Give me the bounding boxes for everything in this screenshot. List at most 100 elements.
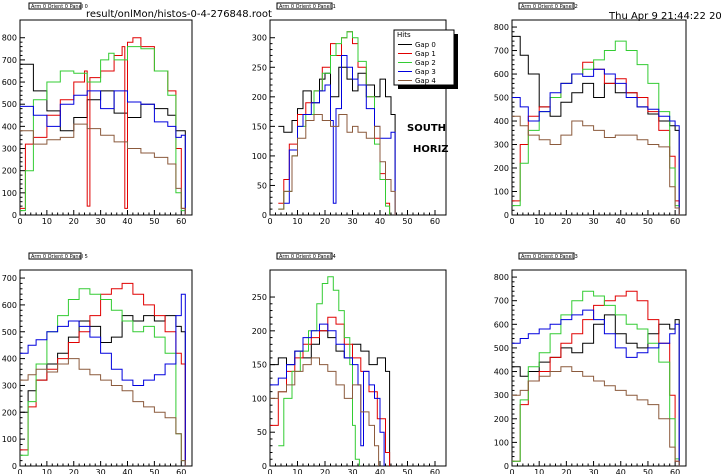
y-tick-label: 250 — [252, 293, 267, 302]
x-tick-label: 30 — [588, 468, 598, 474]
y-tick-label: 100 — [2, 435, 17, 444]
x-tick-label: 40 — [375, 468, 385, 474]
y-tick-label: 800 — [2, 34, 17, 43]
series-gap-3 — [512, 309, 680, 466]
y-tick-label: 700 — [2, 274, 17, 283]
x-tick-label: 0 — [267, 217, 272, 226]
panel-title-box — [28, 2, 82, 10]
y-tick-label: 400 — [2, 355, 17, 364]
series-group — [278, 31, 396, 215]
series-gap-2 — [20, 46, 186, 215]
y-tick-label: 400 — [494, 117, 509, 126]
y-tick-label: 300 — [494, 141, 509, 150]
y-tick-label: 200 — [494, 164, 509, 173]
series-gap-2 — [512, 40, 680, 215]
legend-box — [393, 29, 455, 86]
plot-frame — [511, 269, 687, 467]
file-label: result/onlMon/histos-0-4-276848.root — [86, 9, 272, 20]
x-tick-label: 60 — [670, 468, 680, 474]
y-tick-label: 0 — [12, 462, 17, 471]
x-tick-label: 20 — [69, 217, 79, 226]
panel-title-box — [28, 252, 82, 260]
y-tick-label: 800 — [494, 23, 509, 32]
panels: Arm 0 Orient 0 Panel 00 10 20 30 40 50 6001002… — [2, 2, 687, 474]
y-tick-label: 700 — [494, 47, 509, 56]
x-tick-label: 10 — [292, 468, 302, 474]
y-tick-label: 200 — [494, 415, 509, 424]
y-tick-label: 600 — [494, 70, 509, 79]
series-gap-2 — [512, 290, 680, 466]
plot-frame — [511, 19, 687, 216]
y-tick-label: 100 — [494, 188, 509, 197]
x-tick-label: 20 — [69, 468, 79, 474]
panel-title: Arm 0 Orient 0 Panel 2 — [521, 4, 578, 10]
panel-1: Arm 0 Orient 0 Panel 1 0 10 20 30 40 50 60 0 50 10… — [252, 2, 447, 226]
x-tick-label: 10 — [292, 217, 302, 226]
panel-title: Arm 0 Orient 0 Panel 1 — [279, 4, 336, 10]
panel-title-box — [276, 2, 333, 10]
x-tick-label: 40 — [122, 468, 132, 474]
series-gap-1 — [20, 37, 186, 215]
series-gap-3 — [283, 55, 396, 215]
y-tick-label: 50 — [257, 428, 267, 437]
legend-entry: Gap 2 — [415, 59, 436, 67]
y-tick-label: 500 — [2, 100, 17, 109]
x-tick-label: 0 — [17, 468, 22, 474]
panel-4: Arm 0 Orient 0 Panel 4 0 10 20 30 40 50 60 0 50 10… — [252, 252, 447, 474]
y-tick-label: 400 — [2, 122, 17, 131]
y-tick-label: 0 — [12, 211, 17, 220]
series-gap-2 — [278, 31, 391, 215]
series-group — [512, 290, 680, 466]
panel-title: Arm 0 Orient 0 Panel 0 — [31, 4, 88, 10]
series-gap-4 — [270, 357, 380, 466]
x-tick-label: 40 — [616, 217, 626, 226]
x-tick-label: 10 — [534, 217, 544, 226]
x-tick-label: 50 — [402, 217, 412, 226]
series-gap-0 — [512, 35, 680, 215]
x-tick-label: 0 — [509, 217, 514, 226]
legend-entry: Gap 4 — [415, 77, 436, 85]
y-tick-label: 150 — [252, 361, 267, 370]
panel-3: Arm 0 Orient 0 Panel 50 10 20 30 40 50 6001002… — [2, 252, 193, 474]
x-tick-label: 10 — [42, 468, 52, 474]
x-tick-label: 50 — [643, 468, 653, 474]
y-tick-label: 150 — [252, 122, 267, 131]
x-tick-label: 0 — [509, 468, 514, 474]
y-tick-label: 50 — [257, 181, 267, 190]
series-gap-3 — [20, 293, 186, 466]
panel-0: Arm 0 Orient 0 Panel 00 10 20 30 40 50 6001002… — [2, 2, 193, 226]
x-tick-label: 20 — [320, 468, 330, 474]
x-tick-label: 60 — [176, 217, 186, 226]
y-tick-label: 700 — [2, 56, 17, 65]
series-gap-1 — [512, 61, 680, 215]
series-gap-0 — [278, 66, 396, 215]
x-tick-label: 60 — [430, 217, 440, 226]
x-tick-label: 10 — [534, 468, 544, 474]
x-tick-label: 30 — [588, 217, 598, 226]
series-gap-1 — [278, 31, 391, 215]
x-tick-label: 30 — [96, 217, 106, 226]
y-tick-label: 100 — [252, 394, 267, 403]
x-tick-label: 0 — [267, 468, 272, 474]
x-tick-label: 30 — [96, 468, 106, 474]
x-tick-label: 40 — [375, 217, 385, 226]
legend-entry: Gap 3 — [415, 68, 436, 76]
y-tick-label: 0 — [262, 462, 267, 471]
date-label: Thu Apr 9 21:44:22 2009 — [608, 11, 721, 22]
x-tick-label: 50 — [149, 468, 159, 474]
x-tick-label: 20 — [320, 217, 330, 226]
panel-2: Arm 0 Orient 0 Panel 20 10 20 30 40 50 6001002… — [494, 2, 687, 226]
annotation-south: SOUTH — [407, 123, 446, 134]
y-tick-label: 0 — [262, 211, 267, 220]
panel-title: Arm 0 Orient 0 Panel 5 — [31, 254, 88, 260]
x-tick-label: 60 — [670, 217, 680, 226]
y-tick-label: 300 — [2, 145, 17, 154]
y-tick-label: 700 — [494, 297, 509, 306]
y-tick-label: 500 — [494, 344, 509, 353]
series-group — [20, 37, 186, 215]
series-gap-3 — [270, 323, 385, 466]
panel-title: Arm 0 Orient 0 Panel 3 — [521, 254, 578, 260]
x-tick-label: 30 — [347, 217, 357, 226]
series-gap-1 — [20, 282, 186, 466]
